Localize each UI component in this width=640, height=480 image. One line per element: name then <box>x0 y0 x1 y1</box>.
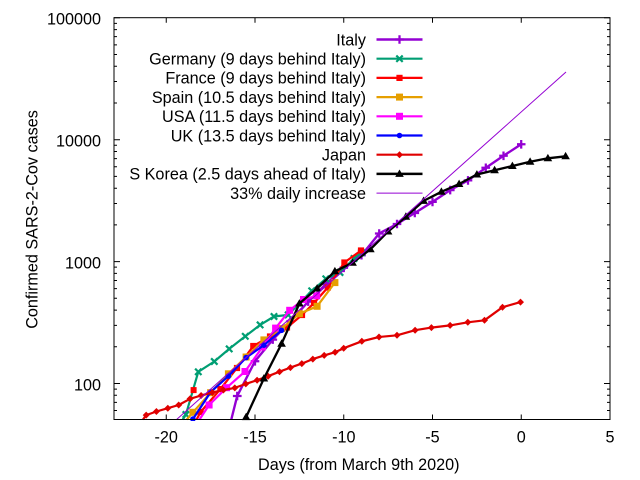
svg-text:-10: -10 <box>332 429 355 447</box>
svg-text:100000: 100000 <box>47 11 101 29</box>
svg-text:5: 5 <box>605 429 614 447</box>
svg-text:France (9 days behind Italy): France (9 days behind Italy) <box>165 70 366 88</box>
svg-text:Days (from March 9th 2020): Days (from March 9th 2020) <box>258 456 460 474</box>
svg-text:1000: 1000 <box>65 254 101 272</box>
svg-text:33% daily increase: 33% daily increase <box>230 185 366 203</box>
svg-text:100: 100 <box>74 376 101 394</box>
svg-text:S Korea (2.5 days ahead of Ita: S Korea (2.5 days ahead of Italy) <box>129 166 366 184</box>
svg-text:USA (11.5 days behind Italy): USA (11.5 days behind Italy) <box>162 108 366 126</box>
svg-text:10000: 10000 <box>56 133 101 151</box>
svg-text:UK (13.5 days behind Italy): UK (13.5 days behind Italy) <box>171 127 366 145</box>
svg-text:0: 0 <box>517 429 526 447</box>
svg-text:Italy: Italy <box>336 31 367 49</box>
svg-text:Confirmed SARS-2-Cov cases: Confirmed SARS-2-Cov cases <box>24 110 42 329</box>
svg-text:-5: -5 <box>425 429 439 447</box>
svg-text:Spain (10.5 days behind Italy): Spain (10.5 days behind Italy) <box>152 89 366 107</box>
svg-text:-15: -15 <box>243 429 266 447</box>
svg-text:Japan: Japan <box>322 147 366 165</box>
svg-text:Germany (9 days behind Italy): Germany (9 days behind Italy) <box>149 51 366 69</box>
svg-text:-20: -20 <box>154 429 177 447</box>
